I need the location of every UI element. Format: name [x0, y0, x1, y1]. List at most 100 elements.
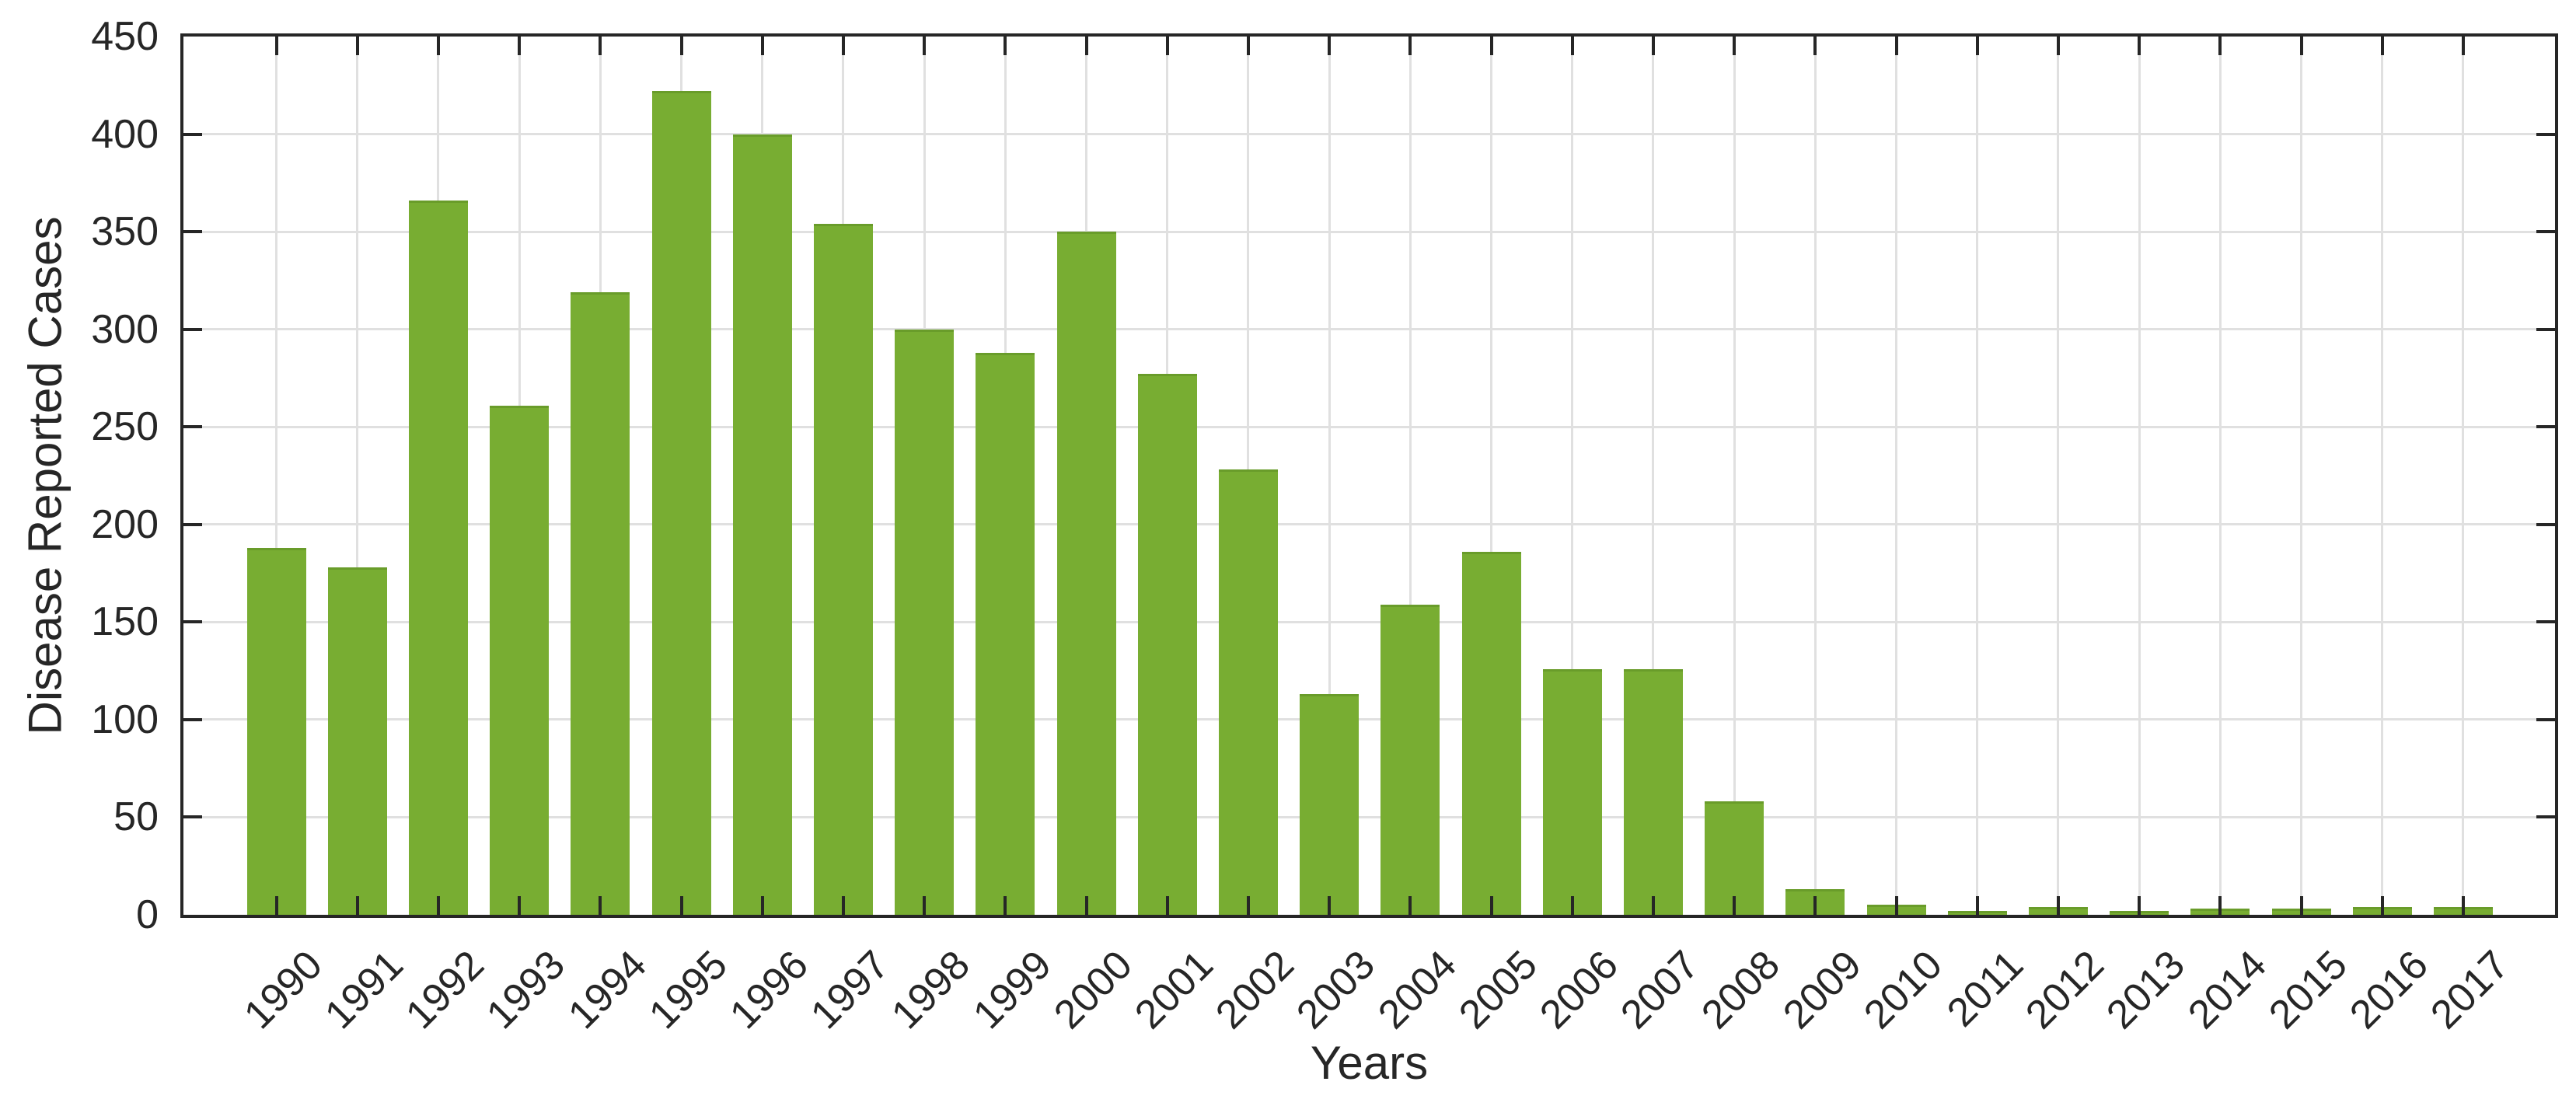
- x-tick-label-2011: 2011: [1938, 942, 2033, 1036]
- x-tick-top-1991: [355, 37, 359, 55]
- v-gridline-2004: [1408, 37, 1412, 915]
- x-tick-bottom-2014: [2218, 896, 2222, 915]
- bar-1998: [895, 330, 955, 915]
- x-tick-top-1993: [518, 37, 522, 55]
- v-gridline-2003: [1328, 37, 1331, 915]
- y-tick-label-100: 100: [91, 696, 159, 742]
- v-gridline-2006: [1571, 37, 1574, 915]
- x-tick-top-2010: [1894, 37, 1898, 55]
- x-tick-bottom-1999: [1004, 896, 1007, 915]
- v-gridline-2007: [1652, 37, 1655, 915]
- x-tick-label-1998: 1998: [883, 942, 979, 1038]
- bar-2008: [1705, 801, 1764, 915]
- x-tick-label-2002: 2002: [1207, 942, 1304, 1038]
- bar-2001: [1137, 374, 1197, 915]
- x-tick-label-2010: 2010: [1855, 942, 1951, 1038]
- v-gridline-2012: [2057, 37, 2060, 915]
- bar-1994: [571, 292, 630, 915]
- x-tick-top-1996: [760, 37, 764, 55]
- x-tick-top-1997: [841, 37, 845, 55]
- x-tick-label-1992: 1992: [397, 942, 494, 1038]
- y-tick-label-250: 250: [91, 404, 159, 450]
- x-tick-label-1994: 1994: [559, 942, 655, 1038]
- x-tick-bottom-1993: [518, 896, 522, 915]
- x-tick-bottom-1998: [923, 896, 927, 915]
- x-tick-label-2007: 2007: [1612, 942, 1709, 1038]
- x-tick-bottom-2015: [2299, 896, 2303, 915]
- x-tick-label-2003: 2003: [1288, 942, 1384, 1038]
- h-gridline-100: [183, 718, 2555, 721]
- v-gridline-2014: [2218, 37, 2222, 915]
- y-tick-label-0: 0: [136, 892, 159, 937]
- bar-2004: [1380, 605, 1440, 915]
- y-tick-left-100: [183, 717, 202, 721]
- x-tick-top-2014: [2218, 37, 2222, 55]
- x-tick-bottom-2016: [2380, 896, 2384, 915]
- x-tick-label-1997: 1997: [802, 942, 899, 1038]
- x-tick-top-2004: [1408, 37, 1412, 55]
- x-tick-bottom-2002: [1246, 896, 1250, 915]
- x-tick-top-1998: [923, 37, 927, 55]
- x-tick-label-2014: 2014: [2179, 942, 2275, 1038]
- bar-1995: [651, 91, 711, 915]
- x-tick-top-1990: [274, 37, 278, 55]
- x-tick-top-2011: [1975, 37, 1979, 55]
- v-gridline-2013: [2138, 37, 2141, 915]
- y-tick-left-250: [183, 425, 202, 429]
- x-tick-bottom-2013: [2138, 896, 2141, 915]
- x-tick-top-2007: [1651, 37, 1655, 55]
- x-tick-top-2015: [2299, 37, 2303, 55]
- x-tick-label-2015: 2015: [2260, 942, 2356, 1038]
- v-gridline-2009: [1813, 37, 1817, 915]
- x-tick-bottom-2012: [2056, 896, 2060, 915]
- x-tick-label-2005: 2005: [1450, 942, 1546, 1038]
- y-tick-right-250: [2536, 425, 2555, 429]
- h-gridline-250: [183, 425, 2555, 428]
- x-tick-top-2001: [1165, 37, 1169, 55]
- y-tick-right-300: [2536, 327, 2555, 331]
- x-tick-label-1991: 1991: [316, 942, 413, 1038]
- bar-1997: [813, 224, 873, 915]
- y-tick-left-200: [183, 522, 202, 526]
- x-tick-label-2004: 2004: [1369, 942, 1465, 1038]
- y-tick-left-150: [183, 620, 202, 624]
- x-tick-bottom-2001: [1165, 896, 1169, 915]
- v-gridline-1990: [275, 37, 277, 915]
- y-tick-label-350: 350: [91, 209, 159, 255]
- y-tick-left-400: [183, 132, 202, 136]
- y-tick-label-300: 300: [91, 306, 159, 352]
- x-tick-top-1992: [436, 37, 440, 55]
- y-tick-left-300: [183, 327, 202, 331]
- x-tick-top-2000: [1084, 37, 1088, 55]
- v-gridline-2010: [1895, 37, 1897, 915]
- x-tick-top-2017: [2461, 37, 2465, 55]
- v-gridline-2016: [2381, 37, 2384, 915]
- x-tick-label-1993: 1993: [478, 942, 574, 1038]
- bar-1991: [327, 567, 387, 915]
- x-tick-top-1995: [679, 37, 683, 55]
- bar-2007: [1623, 669, 1683, 915]
- x-tick-bottom-2006: [1570, 896, 1574, 915]
- x-tick-top-2006: [1570, 37, 1574, 55]
- x-tick-label-1990: 1990: [235, 942, 331, 1038]
- x-tick-label-2016: 2016: [2341, 942, 2438, 1038]
- h-gridline-200: [183, 523, 2555, 526]
- h-gridline-400: [183, 133, 2555, 136]
- bar-2002: [1218, 469, 1278, 915]
- x-tick-top-2003: [1328, 37, 1332, 55]
- y-tick-label-150: 150: [91, 599, 159, 645]
- bar-2006: [1542, 669, 1602, 915]
- bar-2005: [1461, 552, 1521, 915]
- x-tick-label-1995: 1995: [640, 942, 736, 1038]
- x-tick-bottom-2004: [1408, 896, 1412, 915]
- y-tick-right-150: [2536, 620, 2555, 624]
- x-tick-label-1996: 1996: [721, 942, 818, 1038]
- y-tick-label-450: 450: [91, 14, 159, 59]
- x-tick-bottom-2010: [1894, 896, 1898, 915]
- x-tick-label-1999: 1999: [964, 942, 1060, 1038]
- x-tick-label-2012: 2012: [2017, 942, 2114, 1038]
- x-tick-top-2009: [1813, 37, 1817, 55]
- bar-1990: [246, 548, 306, 915]
- x-tick-bottom-1997: [841, 896, 845, 915]
- h-gridline-50: [183, 815, 2555, 818]
